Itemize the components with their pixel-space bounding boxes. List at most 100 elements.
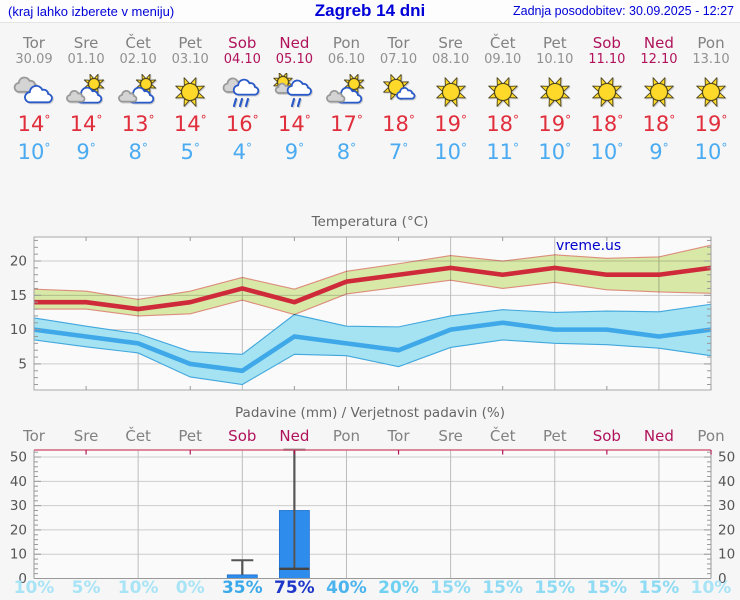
tmin-value: 10°: [434, 140, 467, 164]
tmax-value: 19°: [538, 112, 572, 136]
tmax-value: 18°: [642, 112, 676, 136]
tmin-value: 4°: [232, 140, 252, 164]
tmax-value: 18°: [590, 112, 624, 136]
precip-probability: 20%: [378, 578, 419, 598]
day-name: Pet: [178, 34, 203, 52]
precip-day-label: Sre: [73, 427, 99, 445]
tmin-value: 10°: [17, 140, 51, 164]
tmax-value: 18°: [486, 112, 520, 136]
day-name: Sob: [228, 34, 257, 52]
day-name: Tor: [23, 34, 45, 52]
page-header: (kraj lahko izberete v meniju) Zagreb 14…: [0, 0, 740, 23]
precip-probability: 10%: [13, 578, 55, 598]
precip-probability: 15%: [638, 578, 680, 598]
day-date: 09.10: [484, 52, 522, 67]
weather-icon-rain: [220, 73, 264, 113]
day-date: 05.10: [275, 52, 313, 67]
page-title: Zagreb 14 dni: [314, 1, 426, 20]
tmin-value: 10°: [590, 140, 624, 164]
temp-chart-title: Temperatura (°C): [311, 214, 429, 230]
svg-text:30: 30: [718, 498, 735, 514]
precip-probability: 15%: [430, 578, 471, 598]
day-date: 01.10: [67, 52, 105, 67]
day-date: 04.10: [223, 52, 261, 67]
weather-icon-sun-rain: [272, 72, 316, 113]
day-date: 12.10: [640, 52, 678, 67]
tmax-value: 14°: [69, 112, 103, 136]
tmin-value: 10°: [538, 140, 572, 164]
weather-icon-sunny: [168, 73, 212, 113]
day-name: Tor: [387, 34, 410, 52]
watermark: vreme.us: [556, 238, 622, 254]
weather-icon-partly: [64, 73, 108, 113]
tmin-value: 8°: [128, 140, 148, 164]
day-name: Čet: [489, 34, 516, 52]
precip-chart-title: Padavine (mm) / Verjetnost padavin (%): [235, 405, 505, 421]
tmax-value: 18°: [382, 112, 415, 136]
weather-icon-sunny: [689, 73, 733, 113]
tmin-value: 10°: [694, 140, 728, 164]
day-date: 13.10: [692, 52, 730, 67]
svg-text:10: 10: [10, 547, 27, 563]
day-name: Pon: [697, 34, 725, 52]
precip-day-label: Pon: [332, 427, 361, 445]
day-name: Pet: [542, 34, 567, 52]
tmax-value: 17°: [330, 112, 363, 136]
tmax-value: 16°: [225, 112, 259, 136]
precip-probability: 75%: [274, 578, 315, 598]
precip-day-label: Sre: [438, 427, 463, 445]
day-date: 07.10: [379, 52, 418, 67]
weather-icon-sunny: [533, 73, 577, 113]
svg-text:0: 0: [18, 571, 27, 587]
svg-text:20: 20: [718, 522, 735, 538]
day-date: 11.10: [588, 52, 626, 67]
day-name: Pon: [332, 34, 361, 52]
weather-icon-sunny: [637, 73, 681, 113]
temperature-chart: 5 10 15 20: [10, 236, 712, 391]
weather-icon-partly: [116, 73, 160, 113]
tmax-value: 14°: [17, 112, 51, 136]
precip-probability: 10%: [117, 578, 159, 598]
svg-text:10: 10: [10, 322, 27, 338]
tmin-value: 9°: [649, 140, 669, 164]
precip-probability: 5%: [71, 578, 101, 598]
day-name: Ned: [279, 34, 310, 52]
day-name: Sob: [592, 34, 621, 52]
svg-text:15: 15: [10, 288, 27, 304]
weather-icon-cloudy: [12, 73, 56, 113]
precip-probability: 10%: [690, 578, 732, 598]
day-date: 03.10: [171, 52, 209, 67]
precip-day-label: Pon: [697, 427, 725, 445]
tmin-value: 9°: [76, 140, 96, 164]
precip-probability: 0%: [175, 578, 205, 598]
day-date: 06.10: [327, 52, 366, 67]
day-name: Čet: [125, 34, 151, 52]
weather-icon-partly: [324, 73, 368, 113]
svg-text:0: 0: [718, 571, 727, 587]
tmin-value: 11°: [486, 140, 520, 164]
svg-text:5: 5: [18, 356, 27, 372]
precip-day-label: Čet: [489, 427, 516, 445]
tmax-value: 14°: [278, 112, 311, 136]
tmax-value: 19°: [434, 112, 467, 136]
precip-probability: 35%: [221, 578, 263, 598]
svg-text:40: 40: [718, 474, 735, 490]
precip-probability: 40%: [326, 578, 367, 598]
precip-day-label: Ned: [279, 427, 310, 445]
location-hint: (kraj lahko izberete v meniju): [8, 4, 175, 19]
svg-text:40: 40: [10, 474, 27, 490]
precip-day-label: Sob: [592, 427, 621, 445]
weather-icon-sunny: [481, 73, 525, 113]
precip-day-label: Čet: [125, 427, 151, 445]
day-date: 08.10: [432, 52, 470, 67]
day-name: Ned: [643, 34, 674, 52]
last-update: Zadnja posodobitev: 30.09.2025 - 12:27: [512, 4, 734, 18]
svg-text:50: 50: [10, 450, 27, 466]
tmin-value: 7°: [388, 140, 409, 164]
tmin-value: 8°: [336, 140, 357, 164]
precip-day-label: Pet: [542, 427, 567, 445]
precip-probability: 15%: [586, 578, 628, 598]
precip-day-label: Tor: [23, 427, 45, 445]
svg-text:20: 20: [10, 522, 27, 538]
precip-day-label: Sob: [228, 427, 257, 445]
